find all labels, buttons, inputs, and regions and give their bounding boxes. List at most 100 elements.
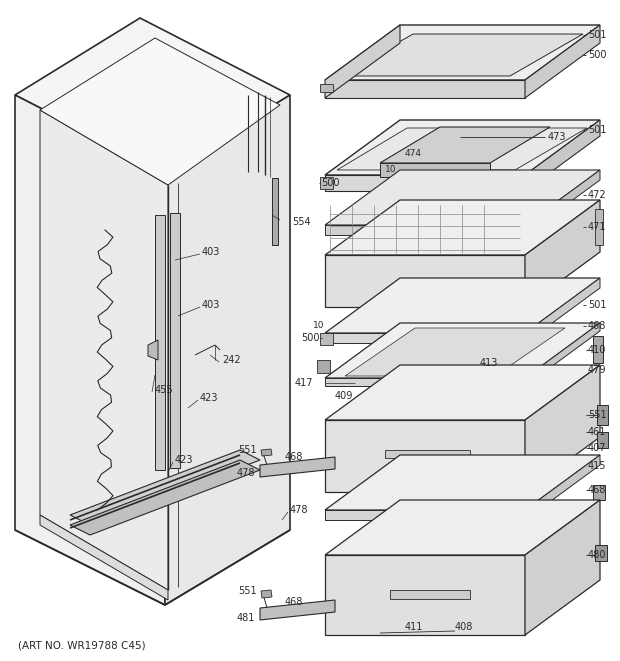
Text: 403: 403 [202,300,220,310]
Polygon shape [595,545,607,561]
Polygon shape [325,555,525,635]
Polygon shape [40,38,280,185]
Text: 478: 478 [290,505,309,515]
Text: 501: 501 [588,30,606,40]
Polygon shape [70,460,260,535]
Polygon shape [325,170,600,225]
Text: 417: 417 [294,378,313,388]
Polygon shape [325,323,600,378]
Polygon shape [317,360,330,373]
Polygon shape [325,378,525,386]
Text: 468: 468 [285,597,303,607]
Text: 479: 479 [588,365,606,375]
Polygon shape [325,25,600,80]
Polygon shape [525,278,600,343]
Text: 480: 480 [588,550,606,560]
Polygon shape [345,328,565,376]
Text: 407: 407 [588,443,606,453]
Polygon shape [260,600,335,620]
Polygon shape [325,278,600,333]
Text: (ART NO. WR19788 C45): (ART NO. WR19788 C45) [18,640,146,650]
Text: 415: 415 [588,461,606,471]
Text: 408: 408 [455,622,474,632]
Polygon shape [40,515,168,600]
Polygon shape [325,225,525,235]
Polygon shape [380,127,550,163]
Polygon shape [155,215,165,470]
Text: 423: 423 [200,393,218,403]
Polygon shape [15,18,290,172]
Polygon shape [593,336,603,363]
Text: 10: 10 [385,165,397,175]
Polygon shape [325,200,600,255]
Polygon shape [148,340,158,360]
Text: 472: 472 [588,190,606,200]
Text: 481: 481 [237,613,255,623]
Polygon shape [525,200,600,307]
Polygon shape [525,455,600,520]
Polygon shape [525,120,600,191]
Text: 242: 242 [222,355,241,365]
Polygon shape [597,432,608,448]
Polygon shape [325,365,600,420]
Polygon shape [320,177,333,189]
Polygon shape [15,95,165,605]
Polygon shape [325,120,600,175]
Text: 551: 551 [588,410,606,420]
Polygon shape [272,178,278,245]
Polygon shape [525,25,600,98]
Text: 468: 468 [285,452,303,462]
Text: 468: 468 [588,321,606,331]
Polygon shape [337,128,587,170]
Text: 554: 554 [292,217,311,227]
Text: 500: 500 [321,178,340,188]
Text: 473: 473 [548,132,567,142]
Polygon shape [325,25,400,98]
Polygon shape [261,590,272,598]
Text: 403: 403 [202,247,220,257]
Text: 10: 10 [313,321,324,329]
Text: 500: 500 [301,333,320,343]
Polygon shape [325,500,600,555]
Polygon shape [525,500,600,635]
Polygon shape [320,333,333,345]
Text: 423: 423 [175,455,193,465]
Polygon shape [325,80,525,98]
Text: 411: 411 [405,622,423,632]
Text: 468: 468 [588,485,606,495]
Polygon shape [261,449,272,456]
Polygon shape [170,213,180,468]
Text: 551: 551 [238,445,257,455]
Polygon shape [380,163,490,177]
Text: 471: 471 [588,222,606,232]
Text: 410: 410 [588,345,606,355]
Polygon shape [525,365,600,492]
Polygon shape [597,405,608,425]
Text: 501: 501 [588,300,606,310]
Polygon shape [325,333,525,343]
Polygon shape [165,95,290,605]
Polygon shape [595,209,603,245]
Text: 474: 474 [405,149,422,157]
Polygon shape [325,510,525,520]
Polygon shape [340,34,583,76]
Text: 478: 478 [236,468,255,478]
Polygon shape [260,457,335,477]
Text: 461: 461 [588,427,606,437]
Polygon shape [320,84,333,92]
Text: 501: 501 [588,125,606,135]
Text: 413: 413 [480,358,498,368]
Polygon shape [325,420,525,492]
Text: 500: 500 [588,50,606,60]
Polygon shape [390,590,470,599]
Polygon shape [525,170,600,235]
Text: 551: 551 [238,586,257,596]
Polygon shape [525,323,600,386]
Text: 409: 409 [335,391,353,401]
Polygon shape [325,455,600,510]
Polygon shape [325,255,525,307]
Polygon shape [593,485,605,500]
Polygon shape [40,110,168,590]
Text: 455: 455 [155,385,174,395]
Polygon shape [325,175,525,191]
